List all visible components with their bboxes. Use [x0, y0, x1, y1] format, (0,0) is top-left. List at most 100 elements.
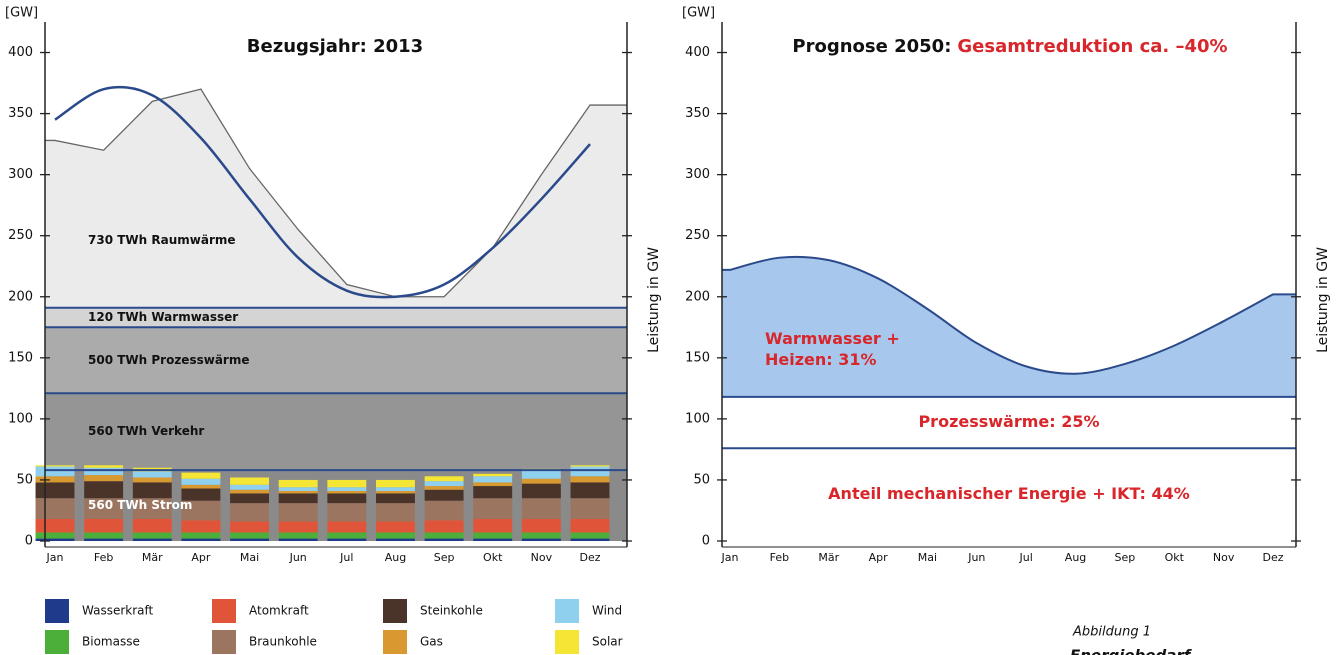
bar-segment	[181, 538, 221, 541]
bar-segment	[570, 532, 610, 539]
x-tick-label: Mär	[818, 551, 839, 564]
bar-segment	[278, 487, 318, 491]
bar-segment	[327, 487, 367, 491]
bar-segment	[376, 487, 415, 491]
y-tick-label: 0	[702, 534, 710, 549]
y-unit: [GW]	[682, 6, 715, 21]
bar-segment	[35, 498, 75, 520]
bar-segment	[521, 538, 561, 541]
band-label: 120 TWh Warmwasser	[88, 310, 238, 324]
band	[45, 307, 627, 328]
bar-segment	[132, 538, 172, 541]
bar-segment	[181, 478, 221, 485]
trend-line	[54, 85, 591, 299]
bar-segment	[181, 500, 221, 521]
bar-segment	[521, 483, 561, 499]
y-tick-label: 50	[16, 472, 33, 487]
legend-swatch	[212, 599, 236, 623]
bar-segment	[473, 482, 513, 487]
bar-segment	[84, 538, 124, 541]
bar-segment	[376, 479, 415, 488]
legend-label: Biomasse	[82, 635, 140, 649]
legend-swatch	[383, 630, 407, 654]
bar-segment	[473, 532, 513, 539]
bar-segment	[84, 532, 124, 539]
x-tick-label: Apr	[869, 551, 889, 564]
y-tick-label: 0	[25, 534, 33, 549]
bar-segment	[327, 479, 367, 488]
legend-label: Wasserkraft	[82, 604, 154, 618]
x-tick-label: Jan	[46, 551, 64, 564]
x-tick-label: Nov	[531, 551, 553, 564]
bar-segment	[132, 498, 172, 520]
y-tick-label: 200	[8, 289, 33, 304]
bar-segment	[35, 466, 75, 477]
bar-segment	[84, 465, 124, 468]
bar-segment	[181, 520, 221, 533]
title-text: Bezugsjahr: 2013	[247, 36, 423, 57]
bar-segment	[278, 532, 318, 539]
bar-segment	[424, 520, 464, 533]
area-line	[722, 255, 1296, 375]
bar-segment	[132, 471, 172, 478]
area	[722, 256, 1296, 397]
bar-segment	[35, 519, 75, 533]
bar-segment	[570, 519, 610, 533]
bar-segment	[424, 476, 464, 482]
y-tick-label: 100	[685, 411, 710, 426]
bar-segment	[132, 519, 172, 533]
bar-segment	[230, 532, 269, 539]
bar-segment	[424, 481, 464, 487]
bar-segment	[376, 532, 415, 539]
bar-segment	[521, 519, 561, 533]
bar-segment	[570, 466, 610, 477]
legend-swatch	[45, 630, 69, 654]
bar-segment	[473, 498, 513, 520]
y2-label: Leistung in GW	[646, 247, 662, 353]
bar-segment	[181, 472, 221, 479]
x-tick-label: Okt	[483, 551, 503, 564]
bar-segment	[230, 493, 269, 504]
caption: Energiebedarf	[1070, 647, 1193, 655]
band	[45, 393, 627, 471]
bar-segment	[376, 493, 415, 504]
y-tick-label: 200	[685, 289, 710, 304]
title-highlight: Gesamtreduktion ca. –40%	[957, 36, 1227, 57]
title-text: Prognose 2050:	[792, 36, 951, 57]
bar-segment	[570, 465, 610, 467]
bar-segment	[376, 521, 415, 533]
legend-label: Atomkraft	[249, 604, 309, 618]
bar-segment	[132, 482, 172, 499]
bar-segment	[327, 532, 367, 539]
x-tick-label: Nov	[1213, 551, 1235, 564]
bar-segment	[84, 519, 124, 533]
bar-segment	[327, 503, 367, 522]
bar-segment	[84, 481, 124, 499]
legend-swatch	[45, 599, 69, 623]
bar-segment	[570, 538, 610, 541]
bar-segment	[521, 478, 561, 484]
bar-segment	[35, 465, 75, 467]
bar-segment	[132, 532, 172, 539]
x-tick-label: Dez	[1262, 551, 1283, 564]
band-label: 500 TWh Prozesswärme	[88, 353, 249, 367]
legend-label: Gas	[420, 635, 443, 649]
bar-segment	[132, 477, 172, 483]
y-tick-label: 50	[693, 472, 710, 487]
bar-segment	[230, 503, 269, 522]
bar-segment	[181, 488, 221, 501]
y-tick-label: 350	[685, 106, 710, 121]
bar-segment	[327, 493, 367, 504]
bar-segment	[473, 519, 513, 533]
y-tick-label: 350	[8, 106, 33, 121]
x-tick-label: Jun	[967, 551, 985, 564]
x-tick-label: Aug	[385, 551, 406, 564]
band-label: Anteil mechanischer Energie + IKT: 44%	[828, 484, 1190, 503]
bar-segment	[424, 538, 464, 541]
bar-segment	[278, 493, 318, 504]
x-tick-label: Jul	[339, 551, 353, 564]
x-tick-label: Jan	[721, 551, 739, 564]
bar-segment	[376, 490, 415, 494]
x-tick-label: Mär	[142, 551, 163, 564]
